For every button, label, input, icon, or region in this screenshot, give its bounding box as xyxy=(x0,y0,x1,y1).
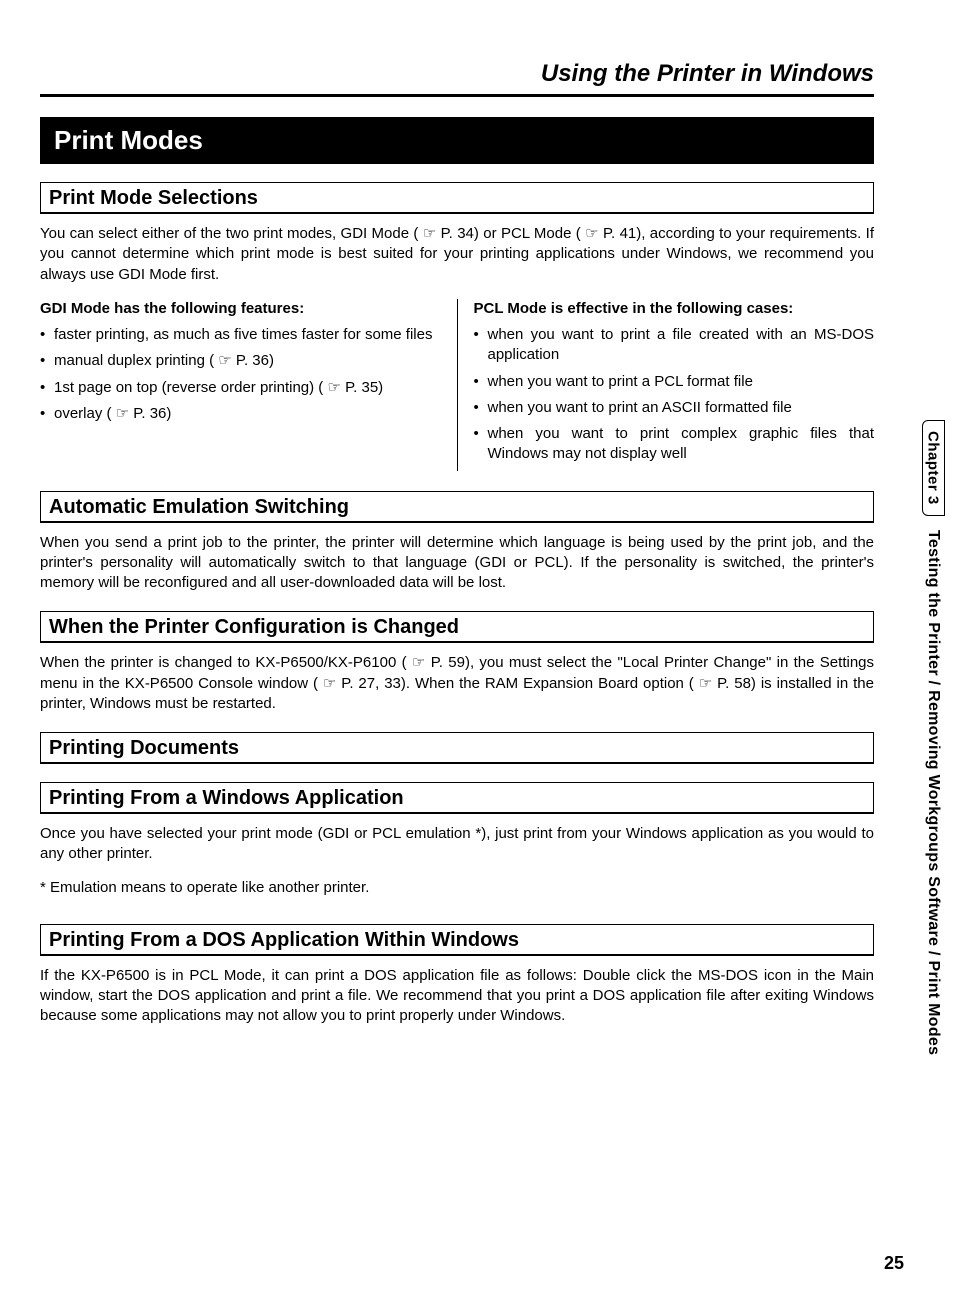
paragraph-windows-app: Once you have selected your print mode (… xyxy=(40,824,874,865)
side-section-path: Testing the Printer / Removing Workgroup… xyxy=(924,530,942,1055)
section-title-bar: Print Modes xyxy=(40,117,874,164)
paragraph-intro: You can select either of the two print m… xyxy=(40,224,874,285)
pcl-title: PCL Mode is effective in the following c… xyxy=(474,299,875,319)
gdi-title: GDI Mode has the following features: xyxy=(40,299,441,319)
page-number: 25 xyxy=(884,1253,904,1274)
subheading-printing-windows-app: Printing From a Windows Application xyxy=(40,782,874,814)
list-item: when you want to print a PCL format file xyxy=(474,372,875,392)
list-item: when you want to print complex graphic f… xyxy=(474,424,875,465)
gdi-column: GDI Mode has the following features: fas… xyxy=(40,299,457,471)
side-tab: Chapter 3 Testing the Printer / Removing… xyxy=(918,420,948,1220)
two-column-features: GDI Mode has the following features: fas… xyxy=(40,299,874,471)
footnote-emulation: * Emulation means to operate like anothe… xyxy=(40,879,874,896)
subheading-auto-emulation: Automatic Emulation Switching xyxy=(40,491,874,523)
paragraph-auto-emulation: When you send a print job to the printer… xyxy=(40,533,874,594)
paragraph-config-changed: When the printer is changed to KX-P6500/… xyxy=(40,653,874,714)
running-head: Using the Printer in Windows xyxy=(40,60,874,97)
subheading-print-mode-selections: Print Mode Selections xyxy=(40,182,874,214)
chapter-label: Chapter 3 xyxy=(922,420,945,516)
pcl-list: when you want to print a file created wi… xyxy=(474,325,875,465)
subheading-config-changed: When the Printer Configuration is Change… xyxy=(40,611,874,643)
paragraph-dos: If the KX-P6500 is in PCL Mode, it can p… xyxy=(40,966,874,1027)
subheading-printing-dos: Printing From a DOS Application Within W… xyxy=(40,924,874,956)
page: Using the Printer in Windows Print Modes… xyxy=(0,0,954,1300)
list-item: when you want to print an ASCII formatte… xyxy=(474,398,875,418)
list-item: 1st page on top (reverse order printing)… xyxy=(40,378,441,398)
list-item: faster printing, as much as five times f… xyxy=(40,325,441,345)
list-item: when you want to print a file created wi… xyxy=(474,325,875,366)
pcl-column: PCL Mode is effective in the following c… xyxy=(457,299,875,471)
list-item: manual duplex printing ( ☞ P. 36) xyxy=(40,351,441,371)
gdi-list: faster printing, as much as five times f… xyxy=(40,325,441,424)
subheading-printing-documents: Printing Documents xyxy=(40,732,874,764)
list-item: overlay ( ☞ P. 36) xyxy=(40,404,441,424)
